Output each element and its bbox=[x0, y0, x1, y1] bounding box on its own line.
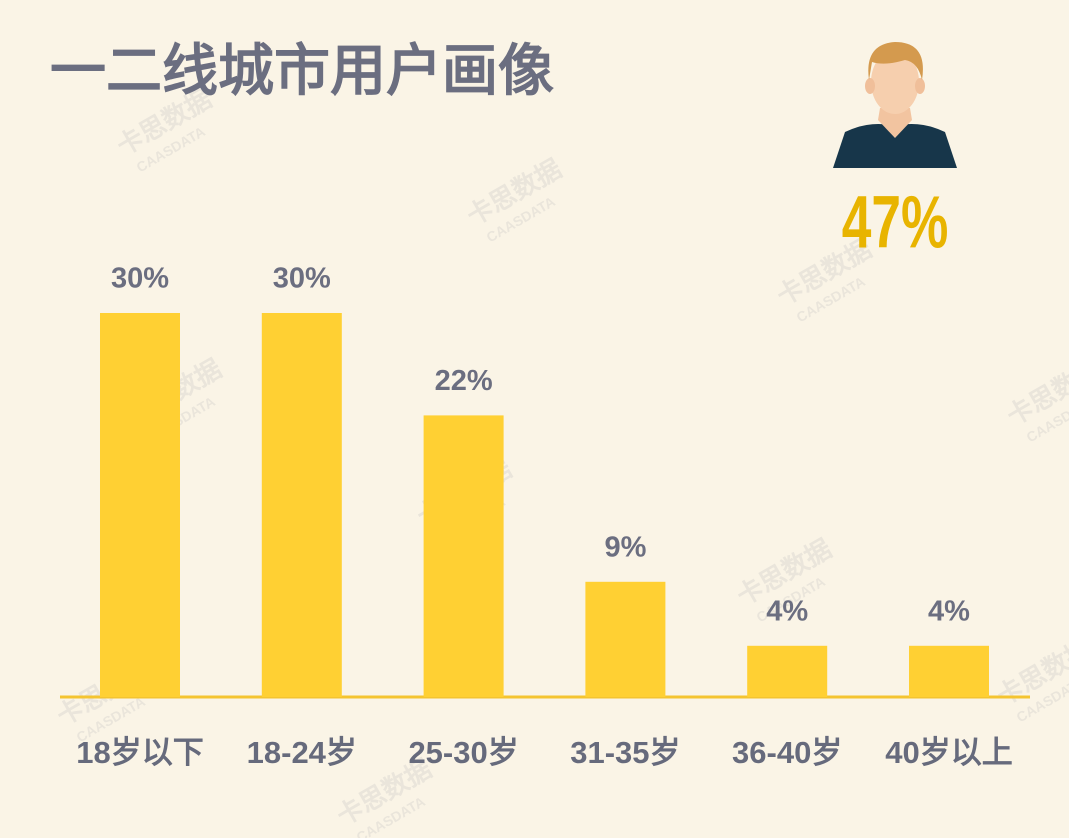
bar bbox=[100, 313, 180, 697]
x-tick-label: 18-24岁 bbox=[247, 735, 357, 770]
bar bbox=[585, 581, 666, 697]
value-label: 9% bbox=[604, 531, 646, 563]
person-icon bbox=[833, 42, 957, 168]
bar bbox=[909, 645, 989, 697]
x-tick-label: 31-35岁 bbox=[570, 735, 680, 770]
x-tick-label: 36-40岁 bbox=[732, 735, 842, 770]
chart-title: 一二线城市用户画像 bbox=[50, 39, 554, 102]
value-label: 4% bbox=[928, 595, 970, 627]
x-tick-label: 40岁以上 bbox=[885, 735, 1012, 770]
bar bbox=[261, 313, 342, 697]
x-tick-label: 18岁以下 bbox=[76, 735, 203, 770]
value-label: 30% bbox=[111, 263, 169, 295]
value-label: 30% bbox=[273, 263, 331, 295]
bar bbox=[423, 415, 504, 697]
bar bbox=[747, 645, 828, 697]
value-label: 22% bbox=[435, 365, 493, 397]
x-tick-label: 25-30岁 bbox=[408, 735, 518, 770]
value-label: 4% bbox=[766, 595, 808, 627]
highlight-value: 47% bbox=[842, 181, 949, 264]
